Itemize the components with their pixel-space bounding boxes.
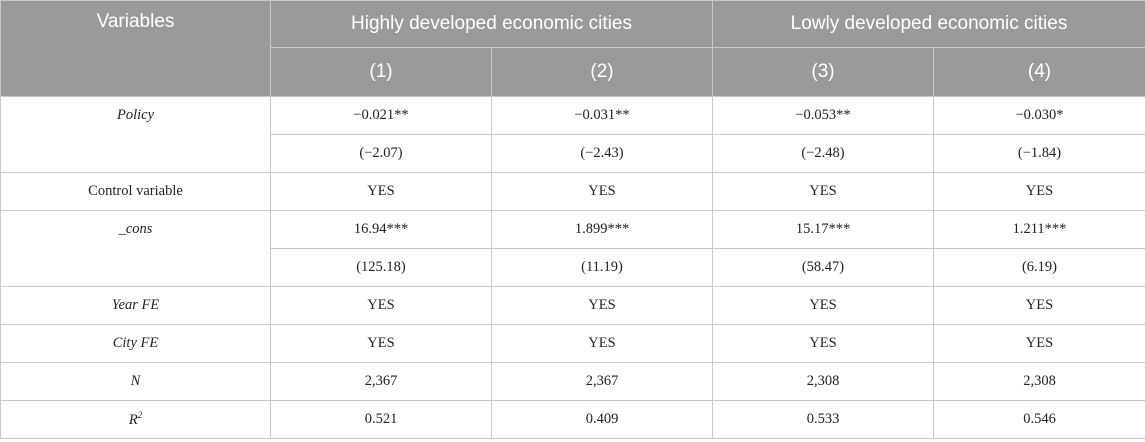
r2-label-superscript: 2: [137, 410, 143, 421]
year-fe-1: YES: [270, 286, 492, 325]
city-fe-1: YES: [270, 324, 492, 363]
policy-coef-3: −0.053**: [712, 96, 934, 135]
header-row-columns: (1) (2) (3) (4): [1, 47, 1145, 97]
policy-t-2: (−2.43): [491, 134, 713, 173]
table-row-policy-coef: Policy −0.021** −0.031** −0.053** −0.030…: [0, 96, 1145, 173]
r2-label-text: R: [128, 411, 138, 428]
table-row-city-fe: City FE YES YES YES YES: [0, 324, 1145, 363]
n-1: 2,367: [270, 362, 492, 401]
control-1: YES: [270, 172, 492, 211]
policy-t-1: (−2.07): [270, 134, 492, 173]
n-2: 2,367: [491, 362, 713, 401]
policy-coef-4: −0.030*: [933, 96, 1145, 135]
header-col-1: (1): [270, 47, 492, 97]
cons-coef-1: 16.94***: [270, 210, 492, 249]
policy-t-4: (−1.84): [933, 134, 1145, 173]
row-label-cons: _cons: [0, 210, 271, 287]
control-2: YES: [491, 172, 713, 211]
r2-1: 0.521: [270, 400, 492, 439]
control-4: YES: [933, 172, 1145, 211]
policy-t-3: (−2.48): [712, 134, 934, 173]
table-row-n: N 2,367 2,367 2,308 2,308: [0, 362, 1145, 401]
city-fe-2: YES: [491, 324, 713, 363]
city-fe-4: YES: [933, 324, 1145, 363]
table-row-year-fe: Year FE YES YES YES YES: [0, 286, 1145, 325]
r2-4: 0.546: [933, 400, 1145, 439]
policy-coef-2: −0.031**: [491, 96, 713, 135]
cons-t-4: (6.19): [933, 248, 1145, 287]
row-label-policy: Policy: [0, 96, 271, 173]
header-variables: Variables: [0, 0, 271, 97]
table-row-cons-t: (125.18) (11.19) (58.47) (6.19): [1, 248, 1145, 287]
header-col-2: (2): [491, 47, 713, 97]
cons-t-2: (11.19): [491, 248, 713, 287]
row-label-r2: R2: [0, 400, 271, 439]
r2-2: 0.409: [491, 400, 713, 439]
cons-coef-4: 1.211***: [933, 210, 1145, 249]
table-row-policy-t: (−2.07) (−2.43) (−2.48) (−1.84): [1, 134, 1145, 173]
cons-t-3: (58.47): [712, 248, 934, 287]
year-fe-3: YES: [712, 286, 934, 325]
table-row-r2: R2 0.521 0.409 0.533 0.546: [0, 400, 1145, 439]
cons-coef-2: 1.899***: [491, 210, 713, 249]
table-row-control: Control variable YES YES YES YES: [0, 172, 1145, 211]
control-3: YES: [712, 172, 934, 211]
r2-3: 0.533: [712, 400, 934, 439]
header-col-3: (3): [712, 47, 934, 97]
row-label-control: Control variable: [0, 172, 271, 211]
header-group-low: Lowly developed economic cities: [712, 0, 1145, 48]
header-row-groups: Variables Highly developed economic citi…: [0, 0, 1145, 97]
cons-coef-3: 15.17***: [712, 210, 934, 249]
year-fe-4: YES: [933, 286, 1145, 325]
header-group-high: Highly developed economic cities: [270, 0, 713, 48]
header-col-4: (4): [933, 47, 1145, 97]
n-4: 2,308: [933, 362, 1145, 401]
row-label-city-fe: City FE: [0, 324, 271, 363]
cons-t-1: (125.18): [270, 248, 492, 287]
table-body: Policy −0.021** −0.031** −0.053** −0.030…: [0, 96, 1145, 439]
row-label-n: N: [0, 362, 271, 401]
n-3: 2,308: [712, 362, 934, 401]
city-fe-3: YES: [712, 324, 934, 363]
row-label-year-fe: Year FE: [0, 286, 271, 325]
year-fe-2: YES: [491, 286, 713, 325]
policy-coef-1: −0.021**: [270, 96, 492, 135]
table-row-cons-coef: _cons 16.94*** 1.899*** 15.17*** 1.211**…: [0, 210, 1145, 287]
table-header: Variables Highly developed economic citi…: [0, 0, 1145, 97]
